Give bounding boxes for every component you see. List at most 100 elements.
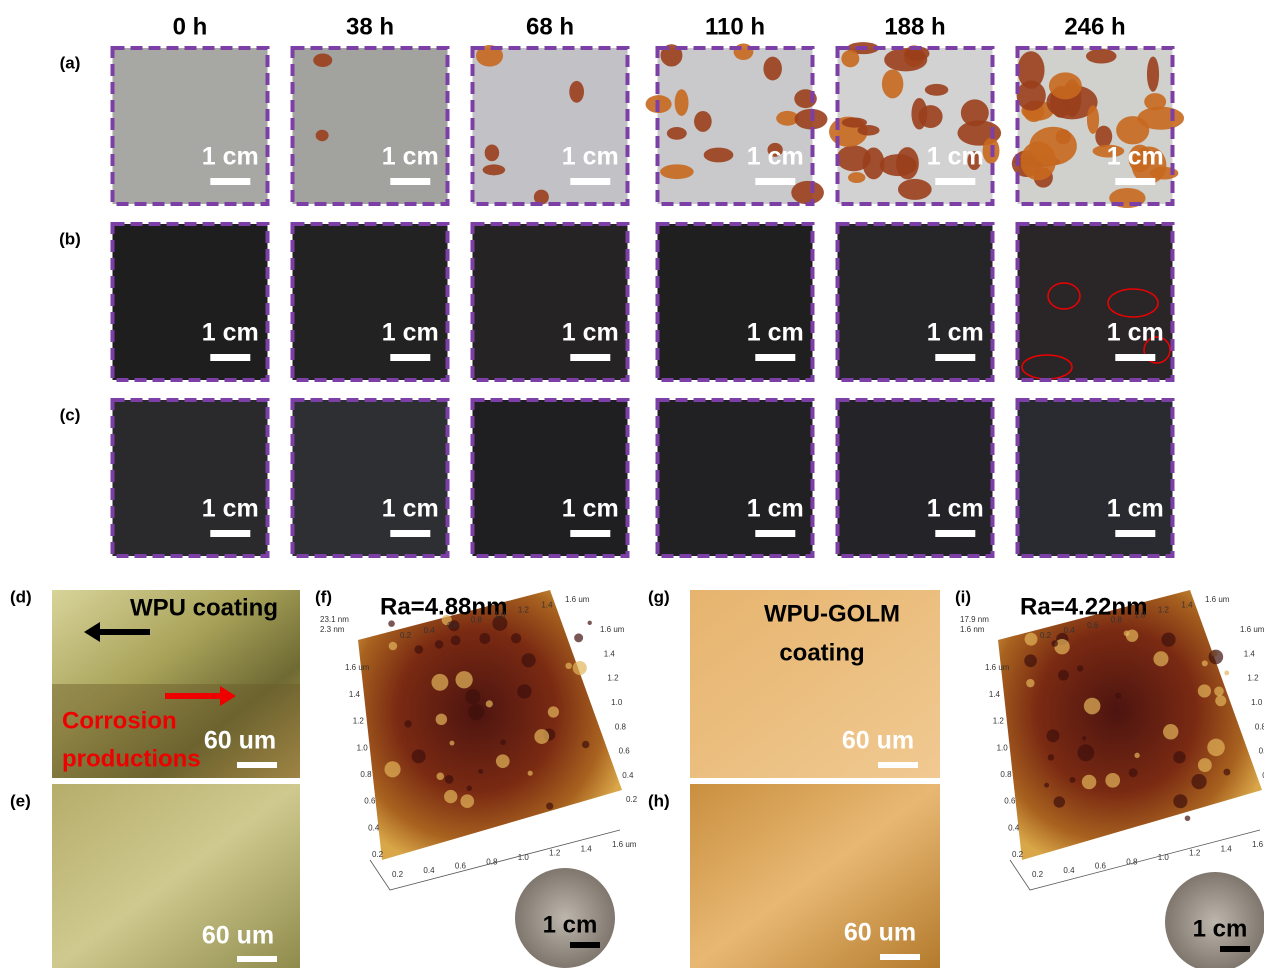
afm-peak [1153,651,1168,666]
rust [313,53,332,67]
panel-title: coating [779,639,864,666]
scale-bar [935,530,975,537]
afm-tick-label: 0.2 [626,795,638,804]
afm-tick-label: 0.8 [615,722,627,731]
afm-tick-label: 0.6 [1259,747,1264,756]
afm-peak [1207,739,1225,757]
scale-bar [755,178,795,185]
rust [316,130,329,141]
afm-peak [500,739,506,745]
rust [483,164,506,175]
afm-peak [479,633,490,644]
rust [863,148,885,180]
rust [569,81,584,103]
afm-peak [1025,633,1038,646]
afm-peak [1082,736,1086,740]
scale-label: 1 cm [927,495,984,523]
afm-peak [1163,724,1178,739]
afm-tick-label: 1.6 um [565,595,590,604]
row-label: (b) [59,229,81,248]
scale-label: 1 cm [202,495,259,523]
scale-label: 1 cm [382,319,439,347]
column-header: 68 h [526,13,574,40]
afm-peak [582,741,589,748]
afm-peak [1024,654,1037,667]
rust [704,148,734,163]
afm-tick-label: 1.0 [357,743,369,752]
afm-peak [546,803,553,810]
afm-tick-label: 1.4 [989,690,1001,699]
afm-peak [511,633,521,643]
afm-tick-label: 0.6 [1095,862,1107,871]
scale-label: 60 um [204,727,276,755]
afm-z-label: 17.9 nm [960,615,989,624]
afm-peak [522,653,536,667]
afm-tick-label: 0.2 [372,850,384,859]
scale-bar [570,530,610,537]
scale-bar [210,354,250,361]
scale-label: 1 cm [382,143,439,171]
afm-peak [517,684,531,698]
afm-peak [1054,796,1065,807]
scale-bar [935,354,975,361]
afm-tick-label: 0.4 [424,626,436,635]
afm-peak [1198,684,1211,697]
afm-tick-label: 0.4 [368,823,380,832]
afm-peak [1198,758,1212,772]
rust [675,89,689,116]
afm-peak [1077,665,1083,671]
column-header: 188 h [884,13,945,40]
afm-tick-label: 1.4 [1181,600,1193,609]
afm-tick-label: 0.4 [622,771,634,780]
afm-tick-label: 0.8 [471,616,483,625]
afm-peak [468,704,484,720]
afm-peak [1077,744,1094,761]
afm-peak [389,642,398,651]
afm-peak [534,729,549,744]
afm-tick-label: 0.4 [1064,626,1076,635]
scale-bar [390,178,430,185]
scale-bar [237,956,277,962]
afm-peak [467,786,472,791]
scale-label: 1 cm [747,495,804,523]
afm-peak [1173,794,1187,808]
afm-tick-label: 0.6 [1004,797,1016,806]
scale-bar [570,942,600,948]
afm-tick-label: 0.8 [1126,857,1138,866]
figure: (d) WPU coating Corrosion productions 60… [0,0,1264,968]
afm-peak [1082,775,1097,790]
afm-peak [1185,815,1191,821]
afm-peak [450,741,455,746]
column-header: 246 h [1064,13,1125,40]
afm-peak [460,794,474,808]
rust [694,111,712,132]
afm-tick-label: 1.6 um [345,663,370,672]
afm-peak [1214,686,1224,696]
afm-peak [465,689,480,704]
afm-tick-label: 1.4 [1244,649,1256,658]
scale-label: 60 um [844,919,916,947]
afm-z-label: 2.3 nm [320,625,345,634]
afm-peak [1215,695,1226,706]
afm-tick-label: 0.6 [619,747,631,756]
afm-title: Ra=4.22nm [1020,593,1147,620]
rust [898,179,932,200]
scale-label: 1 cm [1193,915,1248,942]
scale-label: 60 um [202,922,274,950]
afm-peak [414,645,423,654]
rust [1087,105,1099,134]
afm-peak [436,772,444,780]
afm-peak [565,663,571,669]
scale-bar [1115,354,1155,361]
afm-peak [588,621,592,625]
afm-tick-label: 0.6 [1087,621,1099,630]
afm-peak [412,749,426,763]
afm-peak [1084,698,1101,715]
column-header: 0 h [173,13,208,40]
scale-label: 1 cm [562,495,619,523]
afm-tick-label: 0.8 [486,857,498,866]
afm-peak [1026,679,1034,687]
afm-tick-label: 1.0 [997,743,1009,752]
afm-peak [1058,670,1069,681]
scale-label: 1 cm [747,143,804,171]
